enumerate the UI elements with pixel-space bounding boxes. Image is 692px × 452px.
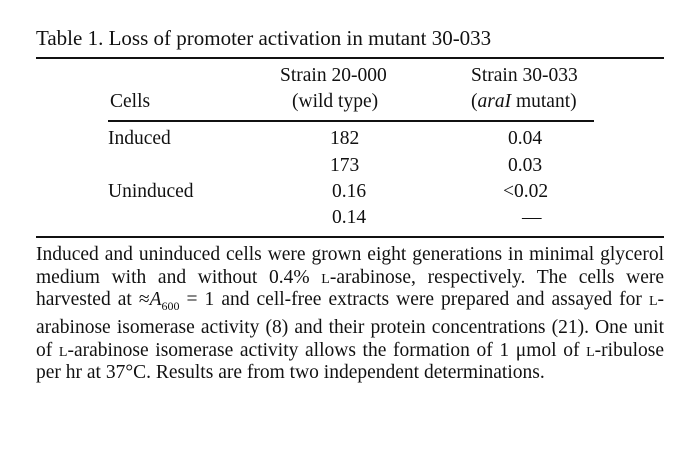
header-strain2-rest: mutant) — [511, 91, 577, 112]
cell-wild: 0.14 — [332, 207, 367, 228]
header-strain1-line1: Strain 20-000 — [280, 65, 387, 86]
cell-mutant: 0.04 — [508, 128, 543, 149]
row-label: Induced — [108, 128, 171, 149]
header-strain2-line1: Strain 30-033 — [471, 65, 578, 86]
header-strain2-italic: araI — [477, 91, 512, 112]
cell-mutant: — — [522, 207, 542, 228]
header-rule — [108, 120, 594, 122]
cell-mutant: <0.02 — [503, 181, 549, 202]
row-label: Uninduced — [108, 181, 194, 202]
header-cells: Cells — [110, 91, 151, 112]
cell-mutant: 0.03 — [508, 155, 543, 176]
cell-wild: 0.16 — [332, 181, 367, 202]
top-rule — [36, 57, 664, 59]
cell-wild: 173 — [330, 155, 360, 176]
table-title: Table 1. Loss of promoter activation in … — [36, 26, 492, 50]
bottom-rule — [36, 236, 664, 238]
header-strain2-line2: (araI mutant) — [471, 91, 577, 112]
cell-wild: 182 — [330, 128, 360, 149]
header-strain1-line2: (wild type) — [292, 91, 379, 112]
table-footnote: Induced and uninduced cells were grown e… — [36, 244, 664, 384]
